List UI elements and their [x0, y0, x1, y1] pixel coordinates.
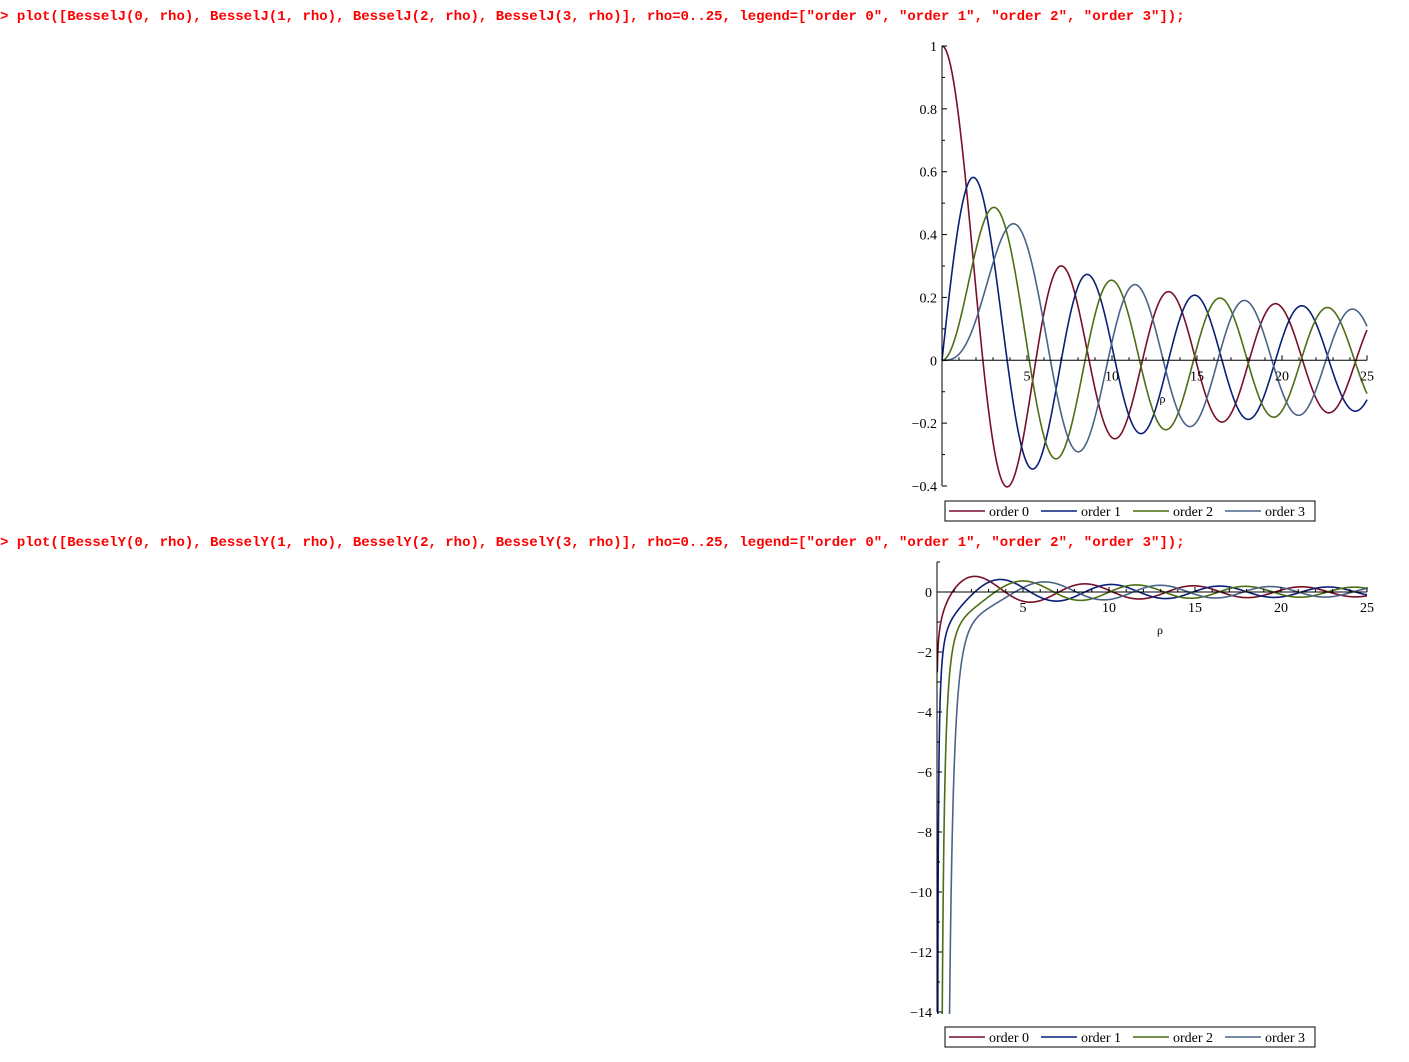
y-tick-label: 0.6	[920, 166, 938, 181]
x-tick-label: 15	[1188, 601, 1202, 616]
y-tick-label: 0.2	[920, 291, 938, 306]
y-tick-label: −2	[917, 646, 932, 661]
series-line-order-0	[941, 45, 1368, 488]
y-tick-label: −8	[917, 826, 932, 841]
command-line-2[interactable]: > plot([BesselY(0, rho), BesselY(1, rho)…	[0, 535, 1185, 551]
y-tick-label: 0	[930, 354, 937, 369]
x-tick-label: 5	[1020, 601, 1027, 616]
y-tick-label: 0.4	[920, 229, 938, 244]
series-line-order-3	[948, 581, 1368, 1014]
series-line-order-1	[937, 578, 1368, 1014]
legend-label-order-1: order 1	[1081, 505, 1121, 520]
y-tick-label: −4	[917, 706, 932, 721]
legend-label-order-2: order 2	[1173, 505, 1213, 520]
legend-label-order-3: order 3	[1265, 505, 1305, 520]
x-tick-label: 25	[1360, 601, 1374, 616]
command-text[interactable]: plot([BesselJ(0, rho), BesselJ(1, rho), …	[16, 9, 1185, 25]
y-tick-label: 0.8	[920, 103, 938, 118]
x-tick-label: 10	[1102, 601, 1116, 616]
series-line-order-2	[941, 580, 1368, 1014]
prompt-symbol: >	[0, 9, 9, 25]
y-tick-label: −12	[910, 946, 932, 961]
x-tick-label: 20	[1274, 601, 1288, 616]
x-axis-label: ρ	[1160, 391, 1166, 405]
series-line-order-2	[941, 206, 1368, 460]
series-line-order-0	[936, 575, 1368, 673]
x-tick-label: 15	[1190, 369, 1204, 384]
y-tick-label: 1	[930, 40, 937, 55]
legend-label-order-1: order 1	[1081, 1031, 1121, 1046]
prompt-symbol: >	[0, 535, 9, 551]
y-tick-label: −0.4	[912, 480, 937, 495]
y-tick-label: 0	[925, 586, 932, 601]
series-line-order-1	[941, 176, 1368, 470]
y-tick-label: −0.2	[912, 417, 937, 432]
y-tick-label: −10	[910, 886, 932, 901]
x-tick-label: 10	[1105, 369, 1119, 384]
legend: order 0 order 1 order 2 order 3	[944, 500, 1316, 522]
y-tick-label: −6	[917, 766, 932, 781]
legend-label-order-2: order 2	[1173, 1031, 1213, 1046]
command-text[interactable]: plot([BesselY(0, rho), BesselY(1, rho), …	[16, 535, 1185, 551]
y-tick-label: −14	[910, 1006, 932, 1021]
x-tick-label: 5	[1024, 369, 1031, 384]
legend: order 0 order 1 order 2 order 3	[944, 1026, 1316, 1048]
legend-label-order-0: order 0	[989, 1031, 1029, 1046]
x-tick-label: 25	[1360, 369, 1374, 384]
legend-label-order-0: order 0	[989, 505, 1029, 520]
series-line-order-3	[942, 222, 1368, 453]
legend-label-order-3: order 3	[1265, 1031, 1305, 1046]
command-line-1[interactable]: > plot([BesselJ(0, rho), BesselJ(1, rho)…	[0, 9, 1185, 25]
x-axis-label: ρ	[1157, 623, 1163, 637]
x-tick-label: 20	[1275, 369, 1289, 384]
